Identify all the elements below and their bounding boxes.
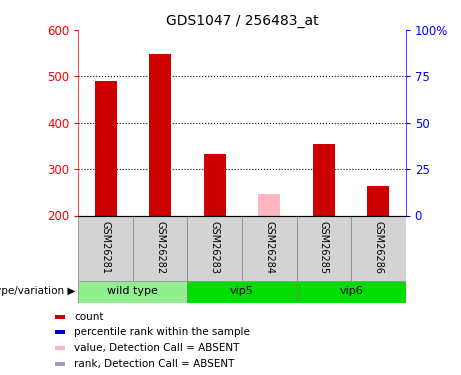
- Text: GSM26285: GSM26285: [319, 221, 329, 274]
- Text: GSM26284: GSM26284: [264, 221, 274, 274]
- Bar: [133, 216, 188, 280]
- Bar: [313, 144, 335, 216]
- Text: vip5: vip5: [230, 286, 254, 297]
- Text: GSM26283: GSM26283: [210, 221, 220, 274]
- Text: GSM26286: GSM26286: [373, 221, 384, 274]
- Text: rank, Detection Call = ABSENT: rank, Detection Call = ABSENT: [74, 358, 235, 369]
- Bar: [351, 216, 406, 280]
- Bar: [78, 280, 188, 303]
- Text: percentile rank within the sample: percentile rank within the sample: [74, 327, 250, 338]
- Text: wild type: wild type: [107, 286, 159, 297]
- Text: count: count: [74, 312, 104, 322]
- Text: GSM26282: GSM26282: [155, 221, 165, 274]
- Bar: [55, 330, 65, 334]
- Bar: [55, 315, 65, 319]
- Title: GDS1047 / 256483_at: GDS1047 / 256483_at: [165, 13, 319, 28]
- Bar: [55, 346, 65, 350]
- Bar: [242, 216, 296, 280]
- Bar: [204, 154, 226, 216]
- Bar: [258, 194, 280, 216]
- Bar: [367, 186, 389, 216]
- Bar: [188, 216, 242, 280]
- Bar: [296, 216, 351, 280]
- Text: genotype/variation ▶: genotype/variation ▶: [0, 286, 75, 297]
- Bar: [95, 81, 117, 216]
- Bar: [78, 216, 133, 280]
- Text: vip6: vip6: [339, 286, 363, 297]
- Bar: [296, 280, 406, 303]
- Bar: [188, 280, 296, 303]
- Text: value, Detection Call = ABSENT: value, Detection Call = ABSENT: [74, 343, 240, 353]
- Bar: [55, 362, 65, 366]
- Text: GSM26281: GSM26281: [100, 221, 111, 274]
- Bar: [149, 54, 171, 216]
